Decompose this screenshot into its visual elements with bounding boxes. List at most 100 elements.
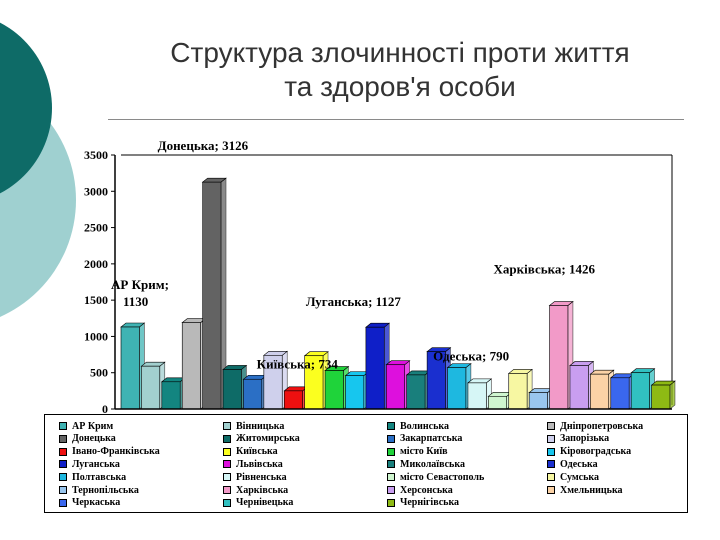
legend-item: Кіровоградська xyxy=(547,446,631,458)
bar xyxy=(447,367,467,410)
legend-label: Харківська xyxy=(236,484,289,496)
legend-label: Львівська xyxy=(236,458,283,470)
bar xyxy=(651,384,671,410)
bar xyxy=(610,377,630,410)
legend-swatch xyxy=(223,498,231,507)
legend-swatch xyxy=(223,473,231,482)
legend-label: Донецька xyxy=(72,433,116,445)
legend-label: Одеська xyxy=(560,458,598,470)
legend-label: Сумська xyxy=(560,471,599,483)
legend-swatch xyxy=(387,486,395,494)
bar xyxy=(528,392,548,410)
data-label: Харківська; 1426 xyxy=(494,262,596,277)
legend-swatch xyxy=(547,486,555,494)
bar xyxy=(120,326,140,410)
legend-item: Одеська xyxy=(547,458,598,470)
y-tick-label: 3000 xyxy=(84,184,108,198)
legend-label: Луганська xyxy=(72,458,120,470)
legend-item: Харківська xyxy=(223,484,288,496)
slide-title-line-1: Структура злочинності проти життя xyxy=(170,37,630,68)
y-tick-label: 2000 xyxy=(84,257,108,271)
data-label: Луганська; 1127 xyxy=(306,294,402,309)
legend-item: Чернігівська xyxy=(387,497,459,509)
slide-title-line-2: та здоров'я особи xyxy=(284,71,516,102)
legend-label: місто Київ xyxy=(400,446,448,458)
bar xyxy=(141,365,161,410)
legend-label: Кіровоградська xyxy=(560,446,632,458)
legend-label: Дніпропетровська xyxy=(560,420,644,432)
legend-label: АР Крим xyxy=(72,420,114,432)
dark-circle xyxy=(0,22,52,194)
legend-swatch xyxy=(59,460,67,469)
y-tick-label: 3500 xyxy=(84,148,108,162)
legend-item: місто Київ xyxy=(387,446,448,458)
legend-swatch xyxy=(387,460,395,469)
legend-swatch xyxy=(387,434,395,443)
legend-swatch xyxy=(547,422,555,430)
legend-swatch xyxy=(547,473,555,482)
bar xyxy=(569,365,589,410)
legend-label: Тернопільська xyxy=(72,484,139,496)
bar xyxy=(243,378,263,410)
legend-swatch xyxy=(59,422,67,430)
legend-swatch xyxy=(59,447,67,456)
bar xyxy=(467,382,487,410)
legend-swatch xyxy=(223,460,231,469)
legend-item: АР Крим xyxy=(59,420,113,432)
chart-legend: АР Крим Вінницька Волинська Дніпропетровськ… xyxy=(44,414,688,513)
legend-item: Миколаївська xyxy=(387,458,465,470)
data-label: Одеська; 790 xyxy=(433,349,509,364)
bar xyxy=(283,390,303,410)
legend-label: Запорізька xyxy=(560,433,610,445)
y-tick-label: 500 xyxy=(90,366,108,380)
y-tick-label: 1500 xyxy=(84,293,108,307)
bar xyxy=(488,395,508,410)
legend-item: Запорізька xyxy=(547,433,609,445)
legend-swatch xyxy=(547,460,555,469)
bar xyxy=(590,373,610,410)
legend-label: Полтавська xyxy=(72,471,127,483)
legend-label: Закарпатська xyxy=(400,433,463,445)
legend-item: Дніпропетровська xyxy=(547,420,643,432)
legend-swatch xyxy=(547,447,555,456)
legend-item: Київська xyxy=(223,446,278,458)
data-label: АР Крим; xyxy=(111,277,169,292)
decorative-circles xyxy=(0,22,76,317)
legend-swatch xyxy=(387,498,395,507)
legend-label: Чернігівська xyxy=(400,497,460,509)
bar xyxy=(406,374,426,410)
legend-item: Сумська xyxy=(547,471,599,483)
y-tick-label: 0 xyxy=(102,402,108,416)
legend-swatch xyxy=(223,447,231,456)
legend-item: Хмельницька xyxy=(547,484,623,496)
legend-item: Івано-Франківська xyxy=(59,446,160,458)
legend-swatch xyxy=(223,486,231,494)
bar xyxy=(345,375,365,410)
legend-label: Херсонська xyxy=(400,484,453,496)
legend-swatch xyxy=(387,422,395,430)
legend-swatch xyxy=(59,473,67,482)
legend-item: місто Севастополь xyxy=(387,471,484,483)
legend-item: Волинська xyxy=(387,420,449,432)
legend-item: Тернопільська xyxy=(59,484,139,496)
legend-swatch xyxy=(59,498,67,507)
bar xyxy=(630,372,650,410)
legend-label: Вінницька xyxy=(236,420,285,432)
bar xyxy=(549,305,569,410)
legend-label: Київська xyxy=(236,446,278,458)
legend-label: Житомирська xyxy=(236,433,300,445)
legend-swatch xyxy=(387,473,395,482)
legend-item: Львівська xyxy=(223,458,283,470)
legend-item: Черкаська xyxy=(59,497,120,509)
y-tick-label: 2500 xyxy=(84,221,108,235)
legend-item: Вінницька xyxy=(223,420,284,432)
legend-item: Житомирська xyxy=(223,433,300,445)
legend-swatch xyxy=(387,447,395,456)
legend-item: Луганська xyxy=(59,458,120,470)
legend-item: Рівненська xyxy=(223,471,287,483)
y-tick-label: 1000 xyxy=(84,329,108,343)
bar-side xyxy=(669,380,676,410)
legend-swatch xyxy=(547,434,555,443)
data-label: Київська; 734 xyxy=(257,357,339,372)
